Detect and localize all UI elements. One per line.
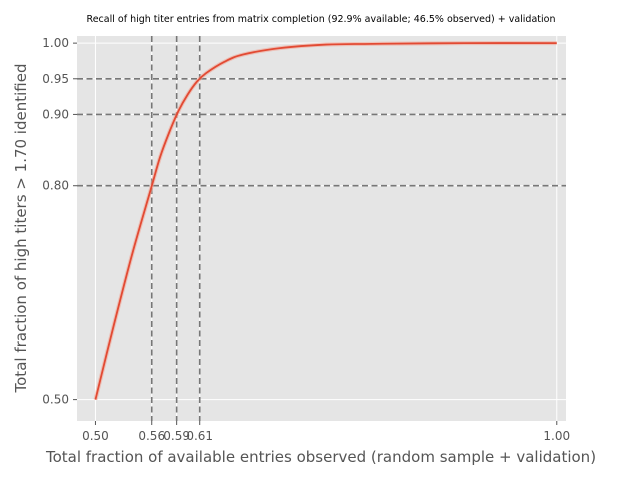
- x-axis-label: Total fraction of available entries obse…: [45, 448, 596, 466]
- x-tick-label: 0.59: [163, 429, 190, 443]
- y-tick-label: 0.50: [42, 393, 69, 407]
- y-tick-label: 0.95: [42, 72, 69, 86]
- y-tick-labels: 0.50 0.80 0.90 0.95 1.00: [42, 36, 77, 407]
- y-tick-label: 0.90: [42, 107, 69, 121]
- x-tick-label: 0.56: [138, 429, 165, 443]
- series-line: [94, 42, 557, 400]
- x-tick-label: 0.61: [186, 429, 213, 443]
- x-tick-label: 0.50: [82, 429, 109, 443]
- x-tick-labels: 0.50 0.560.590.61 1.00: [82, 421, 570, 443]
- y-tick-label: 0.80: [42, 179, 69, 193]
- series-layer: [93, 41, 557, 401]
- x-tick-label: 1.00: [543, 429, 570, 443]
- y-tick-label: 1.00: [42, 36, 69, 50]
- reference-lines: [77, 36, 566, 421]
- chart-title: Recall of high titer entries from matrix…: [87, 14, 556, 25]
- y-axis-label: Total fraction of high titers > 1.70 ide…: [12, 64, 30, 394]
- plot-area: [77, 36, 566, 421]
